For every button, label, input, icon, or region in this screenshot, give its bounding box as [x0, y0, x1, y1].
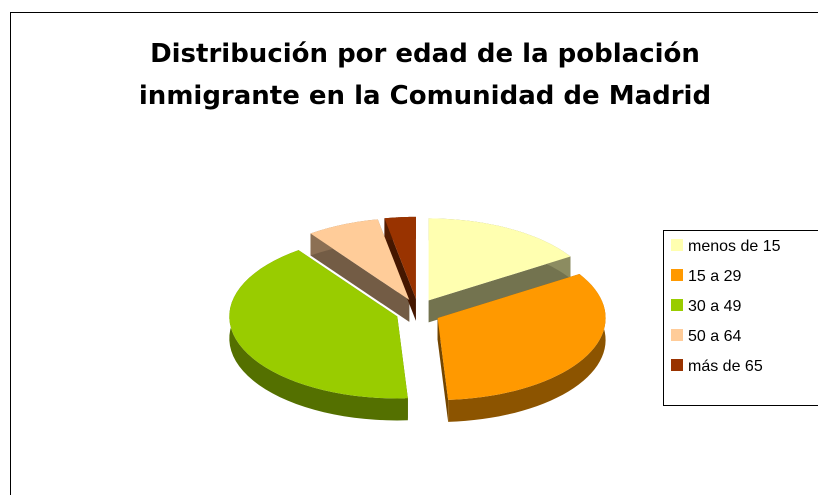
chart-title: inmigrante en la Comunidad de Madrid	[139, 81, 711, 111]
legend-swatch	[671, 239, 683, 251]
legend-box	[663, 230, 818, 406]
slice	[437, 274, 606, 400]
legend-swatch	[671, 269, 683, 281]
slice-wall	[437, 317, 449, 422]
slice	[229, 250, 408, 399]
legend-swatch	[671, 299, 683, 311]
legend-swatch	[671, 359, 683, 371]
slice	[428, 218, 571, 301]
slice	[310, 219, 410, 300]
slice	[384, 216, 416, 299]
slice-wall	[384, 218, 416, 321]
legend-label: 15 a 29	[688, 268, 741, 285]
slice-side	[448, 274, 606, 422]
legend-label: 30 a 49	[688, 298, 741, 315]
legend-label: 50 a 64	[688, 328, 741, 345]
slice-wall	[310, 233, 410, 322]
legend-label: más de 65	[688, 358, 763, 375]
slice-wall	[428, 256, 571, 323]
slice-side	[229, 250, 408, 421]
chart-title: Distribución por edad de la población	[150, 39, 700, 69]
legend-label: menos de 15	[688, 238, 781, 255]
legend-swatch	[671, 329, 683, 341]
